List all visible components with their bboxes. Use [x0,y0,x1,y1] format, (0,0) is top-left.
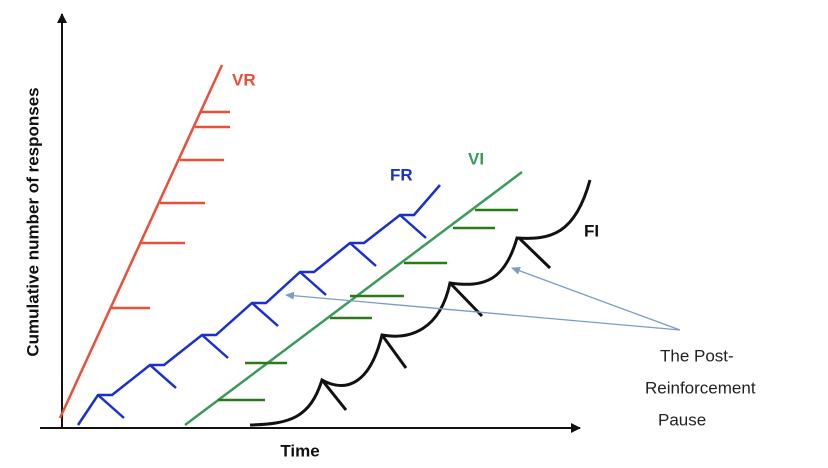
vr-label: VR [232,70,256,89]
vr-curve [58,64,230,419]
x-axis-label: Time [280,441,319,460]
vi-label: VI [468,149,484,168]
annotation-arrows [285,267,681,331]
vi-curve [184,171,523,426]
y-axis-label: Cumulative number of responses [23,87,42,356]
fr-curve [76,184,441,426]
fi-curve [249,179,592,427]
fi-label: FI [584,221,599,240]
annotation-line: Pause [658,410,706,429]
annotation-line: Reinforcement [645,378,756,397]
fr-label: FR [390,165,413,184]
annotation-line: The Post- [660,346,734,365]
vi-marks [218,208,518,402]
